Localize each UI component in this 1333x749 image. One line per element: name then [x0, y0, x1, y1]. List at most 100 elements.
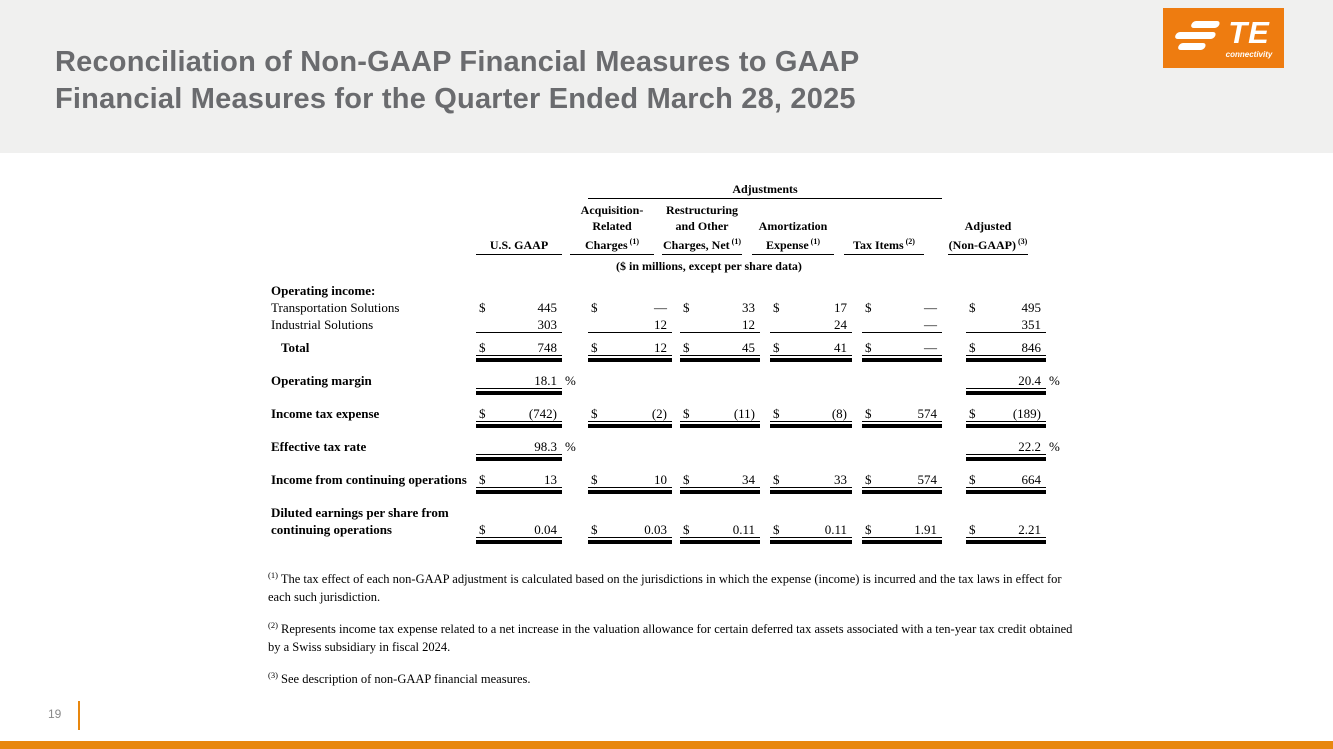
value-cell: $2.21 — [966, 521, 1046, 544]
footnote-marker: (2) — [903, 237, 915, 246]
value-cell: $ — — [588, 299, 672, 316]
dollar-sign: $ — [773, 522, 780, 537]
dollar-sign: $ — [591, 522, 598, 537]
row-label: Total — [281, 340, 310, 355]
column-header: U.S. GAAP — [476, 237, 562, 255]
dollar-sign: $ — [773, 472, 780, 487]
cell-value: 12 — [654, 340, 667, 355]
page-number: 19 — [48, 707, 62, 721]
footnote: (3) See description of non-GAAP financia… — [268, 666, 1083, 688]
value-cell — [588, 372, 672, 389]
dollar-sign: $ — [865, 472, 872, 487]
value-cell: $574 — [862, 471, 942, 494]
row-label: Effective tax rate — [271, 439, 367, 454]
value-cell: $45 — [680, 339, 760, 362]
value-cell — [476, 282, 562, 299]
footnote-marker: (3) — [268, 670, 278, 681]
cell-value: 0.03 — [644, 522, 667, 537]
footnotes: (1) The tax effect of each non-GAAP adju… — [268, 566, 1083, 698]
value-cell: $0.11 — [680, 521, 760, 544]
dollar-sign: $ — [773, 300, 780, 315]
table-row: Total $748 $12 $45 $41 $ — $846 — [271, 339, 1071, 362]
value-cell: $574 — [862, 405, 942, 428]
dollar-sign: $ — [865, 522, 872, 537]
cell-value: 20.4 — [1018, 373, 1041, 388]
table-body: Operating income: Transportation Solution… — [271, 282, 1071, 544]
footnote-marker: (1) — [627, 237, 639, 246]
value-cell: $ — — [862, 339, 942, 362]
value-cell: 24 — [770, 316, 852, 333]
cell-value: 0.11 — [732, 522, 755, 537]
column-header: Amortization Expense (1) — [752, 218, 834, 255]
value-cell — [680, 438, 760, 455]
value-cell — [862, 438, 942, 455]
table-row: Income from continuing operations $13 $10 $… — [271, 471, 1071, 494]
row-label: Industrial Solutions — [271, 317, 374, 332]
logo-tagline: connectivity — [1225, 50, 1273, 59]
value-cell: $ (2) — [588, 405, 672, 428]
cell-value: (11) — [733, 406, 755, 421]
value-cell: $664 — [966, 471, 1046, 494]
dollar-sign: $ — [591, 406, 598, 421]
value-cell: $0.11 — [770, 521, 852, 544]
value-cell: 20.4 — [966, 372, 1046, 395]
value-cell: $0.04 — [476, 521, 562, 544]
value-cell: $445 — [476, 299, 562, 316]
slide-title-line2: Financial Measures for the Quarter Ended… — [55, 83, 856, 115]
value-cell: $748 — [476, 339, 562, 362]
value-cell: 22.2 — [966, 438, 1046, 461]
percent-sign: % — [1049, 373, 1060, 388]
dollar-sign: $ — [969, 340, 976, 355]
cell-value: — — [924, 317, 937, 332]
cell-value: — — [924, 340, 937, 355]
cell-value: 33 — [742, 300, 755, 315]
footnote-marker: (1) — [729, 237, 741, 246]
dollar-sign: $ — [591, 472, 598, 487]
table-row: Transportation Solutions $445 $ — $33 $17 $ — $4… — [271, 299, 1071, 316]
financial-table: Adjustments U.S. GAAP Acquisition- Related… — [271, 182, 1071, 544]
column-header: Restructuring and Other Charges, Net (1) — [662, 202, 742, 255]
cell-value: 10 — [654, 472, 667, 487]
footnote-marker: (2) — [268, 620, 278, 631]
cell-value: 13 — [544, 472, 557, 487]
cell-value: (742) — [528, 406, 557, 421]
value-cell: $33 — [770, 471, 852, 494]
footnote-marker: (1) — [268, 570, 278, 580]
value-cell: $41 — [770, 339, 852, 362]
dollar-sign: $ — [479, 300, 486, 315]
column-header-line: and Other — [675, 219, 729, 233]
cell-value: 2.21 — [1018, 522, 1041, 537]
footnote-marker: (1) — [808, 237, 820, 246]
dollar-sign: $ — [773, 406, 780, 421]
column-header-line: Amortization — [758, 219, 828, 233]
footnote-text: See description of non-GAAP financial me… — [277, 672, 531, 687]
dollar-sign: $ — [479, 472, 486, 487]
cell-value: 98.3 — [534, 439, 557, 454]
te-logo-bars-icon — [1169, 20, 1227, 53]
value-cell: $13 — [476, 471, 562, 494]
value-cell: 351 — [966, 316, 1046, 333]
row-label: Income tax expense — [271, 406, 380, 421]
value-cell — [770, 438, 852, 455]
unit-note: ($ in millions, except per share data) — [616, 259, 802, 273]
footnote: (1) The tax effect of each non-GAAP adju… — [268, 566, 1083, 606]
cell-value: 0.04 — [534, 522, 557, 537]
row-label: Operating margin — [271, 373, 372, 388]
column-header: Adjusted (Non-GAAP) (3) — [948, 218, 1028, 255]
footnote-text: The tax effect of each non-GAAP adjustme… — [268, 572, 1062, 605]
dollar-sign: $ — [683, 472, 690, 487]
dollar-sign: $ — [969, 472, 976, 487]
cell-value: 351 — [1021, 317, 1042, 332]
cell-value: 664 — [1021, 472, 1042, 487]
table-row: Operating income: — [271, 282, 1071, 299]
cell-value: 574 — [917, 406, 938, 421]
dollar-sign: $ — [683, 340, 690, 355]
slide-title: Reconciliation of Non-GAAP Financial Mea… — [55, 44, 859, 118]
value-cell: $1.91 — [862, 521, 942, 544]
value-cell: $12 — [588, 339, 672, 362]
column-header: Tax Items (2) — [844, 234, 924, 255]
column-header-line: Restructuring — [666, 203, 738, 217]
cell-value: 17 — [834, 300, 847, 315]
value-cell: $846 — [966, 339, 1046, 362]
